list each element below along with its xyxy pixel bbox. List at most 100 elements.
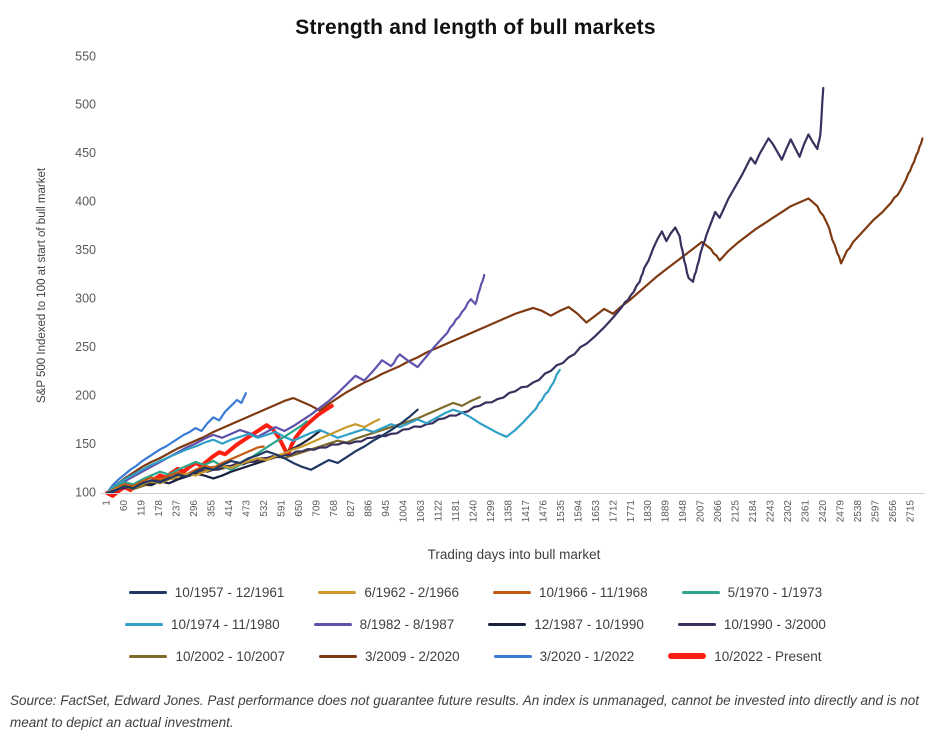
legend-row-0: 10/1957 - 12/1961 6/1962 - 2/1966 10/1966 … [112,576,839,608]
legend-item: 6/1962 - 2/1966 [318,585,459,600]
legend-item: 3/2020 - 1/2022 [493,648,635,664]
x-tick-label: 1712 [608,500,619,523]
x-tick-label: 355 [206,500,217,517]
y-tick-label: 250 [75,340,96,354]
x-tick-label: 709 [311,500,322,517]
x-tick-label: 2597 [870,500,881,523]
x-tick-label: 650 [294,500,305,517]
series-line-5 [105,273,486,495]
x-tick-label: 119 [137,500,148,516]
x-tick-label: 2302 [783,500,794,523]
legend-item: 10/1990 - 3/2000 [677,616,826,632]
x-tick-label: 1004 [399,500,410,523]
legend-label: 10/2002 - 10/2007 [175,648,286,664]
x-tick-label: 945 [381,500,392,517]
series-line-4 [105,368,561,495]
series-line-10 [105,392,247,495]
x-tick-label: 2538 [853,500,864,523]
legend-swatch [128,590,167,594]
x-tick-label: 296 [189,500,200,517]
series-line-7 [105,86,825,495]
x-tick-label: 1358 [503,500,514,523]
x-tick-label: 827 [346,500,357,517]
x-tick-label: 1063 [416,500,427,523]
x-tick-label: 2125 [731,500,742,523]
y-tick-label: 500 [75,98,96,112]
legend-swatch [668,653,707,659]
legend-label: 10/1966 - 11/1968 [539,584,648,600]
legend-item: 5/1970 - 1/1973 [681,584,823,600]
y-tick-label: 350 [75,243,96,257]
y-tick-label: 400 [75,195,96,209]
x-tick-label: 2656 [888,500,899,523]
legend-item: 10/1966 - 11/1968 [493,585,648,600]
x-tick-label: 1 [102,500,113,506]
y-tick-label: 100 [75,485,96,499]
y-tick-label: 150 [75,437,96,451]
x-tick-label: 886 [364,500,375,517]
x-tick-label: 1830 [643,500,654,523]
y-tick-label: 550 [75,50,96,63]
legend-item: 10/1957 - 12/1961 [128,584,285,600]
legend-swatch [319,654,358,658]
x-tick-label: 60 [119,500,130,512]
y-tick-label: 450 [75,146,96,160]
x-tick-label: 237 [172,500,183,517]
legend-label: 10/2022 - Present [714,648,822,664]
x-tick-label: 2243 [766,500,777,523]
x-tick-label: 2715 [905,500,916,523]
x-tick-label: 532 [259,500,270,517]
x-tick-label: 591 [276,500,287,517]
x-tick-label: 1240 [469,500,480,523]
x-tick-label: 1476 [538,500,549,523]
x-tick-label: 2479 [835,500,846,523]
legend-label: 3/2020 - 1/2022 [539,648,635,664]
legend-label: 5/1970 - 1/1973 [727,584,823,600]
y-tick-label: 200 [75,388,96,402]
x-tick-label: 2420 [818,500,829,523]
x-tick-label: 1771 [626,500,637,523]
legend-label: 10/1990 - 3/2000 [723,616,826,632]
legend-swatch [318,590,357,594]
x-tick-label: 1299 [486,500,497,523]
chart-title: Strength and length of bull markets [295,16,656,39]
x-tick-label: 2066 [713,500,724,523]
legend-label: 12/1987 - 10/1990 [534,616,644,632]
x-tick-label: 1948 [678,500,689,523]
x-tick-label: 2007 [696,500,707,523]
legend-item: 10/2002 - 10/2007 [129,649,285,664]
x-tick-label: 178 [154,500,165,517]
x-tick-label: 414 [224,500,235,517]
legend-swatch [493,590,531,594]
legend-item: 10/1974 - 11/1980 [125,617,280,632]
legend-swatch [493,654,532,658]
legend-swatch [125,622,164,626]
x-axis-label: Trading days into bull market [428,547,601,562]
x-tick-label: 2361 [800,500,811,523]
x-tick-label: 1181 [451,500,462,522]
legend-swatch [488,622,527,626]
legend-label: 6/1962 - 2/1966 [364,584,459,600]
x-tick-label: 768 [329,500,340,517]
legend-item: 8/1982 - 8/1987 [313,616,455,632]
x-tick-label: 1122 [434,500,445,522]
legend-swatch [129,654,168,658]
legend-swatch [677,622,716,626]
series-line-3 [105,420,308,495]
x-tick-label: 1653 [591,500,602,523]
legend-label: 10/1974 - 11/1980 [171,616,280,632]
source-note: Source: FactSet, Edward Jones. Past perf… [10,693,920,730]
legend-label: 10/1957 - 12/1961 [174,584,285,600]
legend-label: 8/1982 - 8/1987 [359,616,455,632]
y-tick-label: 300 [75,292,96,306]
x-tick-label: 1417 [521,500,532,523]
x-tick-label: 473 [241,500,252,517]
legend: 10/1957 - 12/1961 6/1962 - 2/1966 10/1966 … [0,576,951,672]
x-tick-label: 1889 [661,500,672,523]
series-line-0 [105,408,419,495]
legend-item: 3/2009 - 2/2020 [319,649,460,664]
x-tick-label: 2184 [748,500,759,523]
x-tick-label: 1535 [556,500,567,523]
legend-label: 3/2009 - 2/2020 [365,648,460,664]
